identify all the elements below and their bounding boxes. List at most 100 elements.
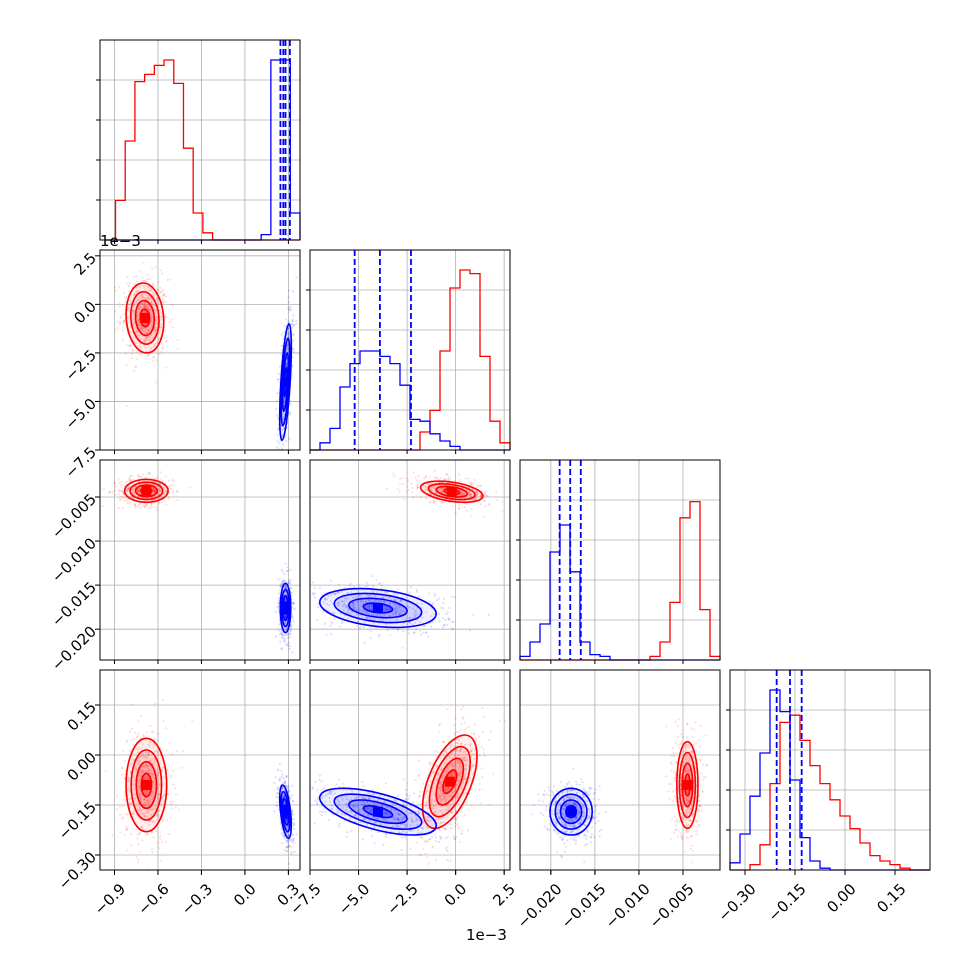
sample-point: [143, 340, 146, 343]
sample-point: [438, 620, 441, 623]
sample-point: [144, 305, 147, 308]
sample-point: [280, 632, 283, 636]
sample-point: [278, 763, 281, 766]
sample-point: [277, 592, 280, 595]
sample-point: [285, 364, 288, 367]
sample-point: [359, 626, 362, 629]
sample-point: [444, 478, 447, 481]
sample-point: [155, 476, 158, 479]
sample-point: [426, 856, 429, 859]
sample-point: [486, 495, 489, 498]
sample-point: [132, 369, 135, 372]
sample-point: [361, 781, 364, 784]
sample-point: [674, 720, 677, 724]
sample-point: [137, 321, 140, 324]
sample-point: [152, 356, 155, 359]
sample-point: [129, 300, 132, 303]
histogram-blue: [519, 524, 720, 661]
sample-point: [149, 347, 152, 350]
sample-point: [277, 373, 280, 376]
sample-point: [415, 841, 418, 844]
sample-point: [109, 490, 112, 493]
sample-point: [147, 329, 150, 332]
sample-point: [414, 476, 417, 479]
sample-point: [477, 485, 480, 488]
sample-point: [278, 633, 281, 636]
sample-point: [127, 486, 130, 489]
sample-point: [130, 833, 133, 836]
sample-point: [287, 348, 290, 351]
sample-point: [290, 852, 293, 855]
sample-point: [137, 307, 140, 310]
sample-point: [145, 337, 148, 341]
red-cloud: [665, 718, 709, 864]
blue-cloud: [311, 575, 490, 649]
sample-point: [139, 270, 142, 273]
sample-point: [287, 301, 290, 304]
sample-point: [155, 830, 158, 833]
sample-point: [461, 717, 464, 720]
sample-point: [142, 327, 145, 330]
sample-point: [154, 326, 157, 329]
sample-point: [313, 596, 317, 599]
sample-point: [169, 776, 172, 780]
sample-point: [162, 294, 165, 297]
sample-point: [282, 443, 285, 446]
sample-point: [284, 597, 287, 600]
sample-point: [124, 496, 127, 499]
sample-point: [128, 479, 131, 482]
sample-point: [135, 365, 138, 368]
sample-point: [154, 381, 157, 384]
sample-point: [286, 633, 289, 637]
sample-point: [137, 299, 140, 302]
sample-point: [455, 811, 458, 815]
sample-point: [470, 731, 473, 734]
sample-point: [126, 282, 129, 285]
sample-point: [454, 717, 457, 720]
sample-point: [287, 437, 290, 440]
sample-point: [282, 416, 285, 419]
sample-point: [127, 487, 130, 490]
sample-point: [283, 399, 286, 402]
sample-point: [483, 752, 486, 755]
sample-point: [292, 348, 295, 351]
sample-point: [492, 772, 495, 775]
sample-point: [451, 627, 454, 630]
sample-point: [133, 293, 136, 296]
sample-point: [330, 621, 333, 624]
density-peak: [141, 485, 152, 496]
sample-point: [135, 287, 138, 290]
sample-point: [123, 499, 126, 502]
sample-point: [284, 590, 287, 593]
sample-point: [124, 296, 127, 299]
sample-point: [451, 595, 454, 598]
sample-point: [670, 838, 673, 841]
sample-point: [156, 316, 159, 319]
sample-point: [495, 491, 498, 494]
red-cloud: [113, 261, 179, 407]
sample-point: [434, 749, 437, 753]
sample-point: [277, 392, 280, 395]
sample-point: [317, 605, 320, 609]
sample-point: [461, 705, 465, 708]
sample-point: [293, 850, 296, 854]
panel-frame: [309, 459, 511, 661]
sample-point: [288, 647, 291, 650]
sample-point: [154, 702, 157, 705]
sample-point: [125, 363, 128, 367]
sample-point: [146, 731, 149, 734]
sample-point: [137, 307, 140, 310]
sample-point: [122, 798, 125, 801]
sample-point: [289, 568, 292, 571]
sample-point: [134, 331, 137, 334]
sample-point: [126, 500, 129, 503]
sample-point: [450, 811, 453, 814]
sample-point: [330, 633, 333, 636]
sample-point: [145, 503, 149, 507]
sample-point: [153, 328, 156, 331]
sample-point: [284, 586, 288, 590]
sample-point: [447, 475, 450, 478]
sample-point: [283, 579, 286, 583]
sample-point: [157, 492, 160, 496]
sample-point: [165, 316, 168, 319]
